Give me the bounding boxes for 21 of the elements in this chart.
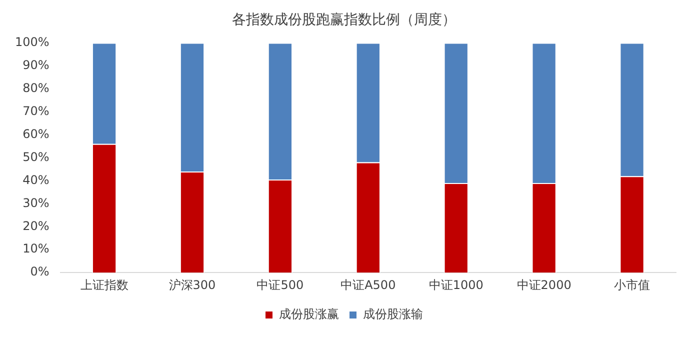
x-tick-label: 中证2000: [516, 278, 572, 292]
y-tick-label: 70%: [22, 104, 50, 118]
legend-label: 成份股涨输: [363, 307, 423, 322]
y-tick-label: 40%: [22, 172, 50, 187]
y-tick-label: 90%: [22, 58, 50, 72]
y-tick-label: 100%: [14, 34, 50, 49]
y-tick-label: 80%: [22, 80, 50, 95]
y-tick-label: 10%: [22, 242, 50, 256]
chart-title: 各指数成份股跑赢指数比例（周度）: [232, 12, 456, 28]
x-tick-label: 上证指数: [80, 278, 128, 292]
x-tick-label: 小市值: [614, 278, 650, 292]
x-tick-label: 沪深300: [168, 278, 216, 292]
legend-label: 成份股涨赢: [279, 307, 339, 322]
x-tick-label: 中证A500: [340, 278, 396, 292]
y-tick-label: 60%: [22, 126, 50, 141]
y-tick-label: 30%: [22, 196, 50, 210]
y-tick-label: 0%: [30, 264, 50, 279]
x-tick-label: 中证1000: [428, 278, 484, 292]
x-tick-label: 中证500: [256, 278, 304, 292]
y-tick-label: 20%: [22, 218, 50, 233]
y-tick-label: 50%: [22, 150, 50, 164]
